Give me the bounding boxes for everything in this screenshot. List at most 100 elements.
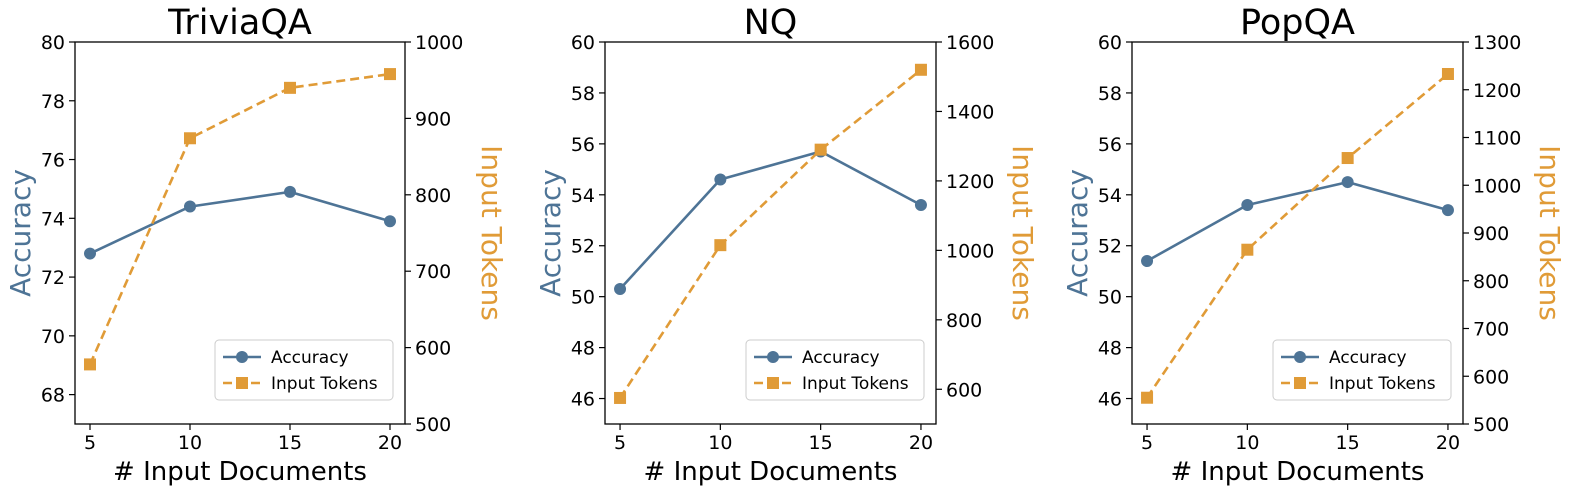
data-point-accuracy [1342,176,1354,188]
x-tick-label: 5 [84,432,96,454]
legend-label-0: Accuracy [271,348,349,368]
x-tick-label: 5 [614,432,626,454]
data-point-tokens [284,82,296,94]
data-point-accuracy [1442,204,1454,216]
y-tick-label: 56 [1098,134,1122,156]
y2-tick-label: 900 [1473,223,1509,245]
y2-tick-label: 600 [1473,366,1509,388]
series-line-0 [1147,182,1448,261]
data-point-tokens [815,144,827,156]
y2-tick-label: 500 [415,414,451,436]
y2-tick-label: 600 [415,338,451,360]
y-tick-label: 68 [41,385,65,407]
y-tick-label: 50 [1098,287,1122,309]
legend-marker-tokens [236,377,248,389]
data-point-accuracy [614,283,626,295]
y2-tick-label: 1100 [1473,128,1521,150]
y2-tick-label: 1200 [946,171,994,193]
legend-label-1: Input Tokens [1329,374,1436,394]
y2-tick-label: 1000 [946,240,994,262]
y-tick-label: 48 [1098,338,1122,360]
y2-tick-label: 800 [1473,271,1509,293]
legend: Accuracy Input Tokens [746,340,924,400]
x-tick-label: 15 [278,432,302,454]
data-point-tokens [84,358,96,370]
y2-tick-label: 500 [1473,414,1509,436]
data-point-tokens [915,64,927,76]
y-tick-label: 52 [571,236,595,258]
data-point-tokens [1442,68,1454,80]
x-tick-label: 20 [1436,432,1460,454]
y-axis-label: Accuracy [534,169,567,297]
chart-panel-1: NQ5 10 15 204648505254565860600800100012001… [534,3,1039,487]
y-tick-label: 72 [41,267,65,289]
y2-tick-label: 1300 [1473,32,1521,54]
y-tick-label: 52 [1098,236,1122,258]
data-point-accuracy [384,215,396,227]
chart-title: TriviaQA [167,3,312,43]
x-tick-label: 15 [1336,432,1360,454]
data-point-tokens [1141,392,1153,404]
chart-title: NQ [744,3,798,43]
y-tick-label: 48 [571,338,595,360]
y2-axis-label: Input Tokens [1533,145,1566,321]
y-tick-label: 60 [1098,32,1122,54]
legend-marker-accuracy [767,351,779,363]
legend-label-1: Input Tokens [802,374,909,394]
x-tick-label: 20 [378,432,402,454]
x-axis-label: # Input Documents [113,457,367,487]
y2-tick-label: 800 [946,310,982,332]
y-tick-label: 70 [41,326,65,348]
y2-tick-label: 1600 [946,32,994,54]
chart-panel-0: TriviaQA 5 10 15 20 68 70 72 74 76 78 80 500 600 700 80… [4,3,508,487]
x-tick-label: 10 [1235,432,1259,454]
x-axis-label: # Input Documents [1171,457,1425,487]
data-point-tokens [1342,152,1354,164]
y-axis-label: Accuracy [4,169,37,297]
y-tick-label: 54 [571,185,595,207]
legend-marker-tokens [767,377,779,389]
data-point-accuracy [1241,199,1253,211]
y-tick-label: 46 [571,389,595,411]
data-point-accuracy [915,199,927,211]
legend-label-0: Accuracy [802,348,880,368]
x-tick-label: 10 [708,432,732,454]
x-tick-label: 20 [909,432,933,454]
legend-label-1: Input Tokens [271,374,378,394]
legend-marker-accuracy [1294,351,1306,363]
data-point-accuracy [1141,255,1153,267]
y2-tick-label: 1000 [1473,175,1521,197]
data-point-tokens [184,132,196,144]
y-tick-label: 80 [41,32,65,54]
y2-tick-label: 1400 [946,101,994,123]
legend-marker-accuracy [236,351,248,363]
x-axis-label: # Input Documents [644,457,898,487]
data-point-accuracy [184,201,196,213]
y2-axis-label: Input Tokens [475,145,508,321]
y2-axis-label: Input Tokens [1006,145,1039,321]
y2-tick-label: 700 [1473,319,1509,341]
y2-tick-label: 1200 [1473,80,1521,102]
y-tick-label: 56 [571,134,595,156]
y-tick-label: 60 [571,32,595,54]
y-axis-label: Accuracy [1061,169,1094,297]
y2-tick-label: 1000 [415,32,463,54]
y-tick-label: 78 [41,91,65,113]
series-line-0 [620,152,921,290]
data-point-accuracy [714,174,726,186]
chart-title: PopQA [1240,3,1355,43]
x-tick-label: 5 [1141,432,1153,454]
legend-label-0: Accuracy [1329,348,1407,368]
chart-panel-2: PopQA 5 10 15 20 46 48 50 52 54 56 58 60 500 600 700 800… [1061,3,1566,487]
legend: Accuracy Input Tokens [215,340,393,400]
data-point-tokens [714,239,726,251]
y-tick-label: 58 [1098,83,1122,105]
y-tick-label: 58 [571,83,595,105]
y2-tick-label: 900 [415,108,451,130]
series-line-1 [90,74,390,364]
series-line-0 [90,192,390,254]
y-tick-label: 46 [1098,389,1122,411]
x-tick-label: 15 [809,432,833,454]
y-tick-label: 50 [571,287,595,309]
